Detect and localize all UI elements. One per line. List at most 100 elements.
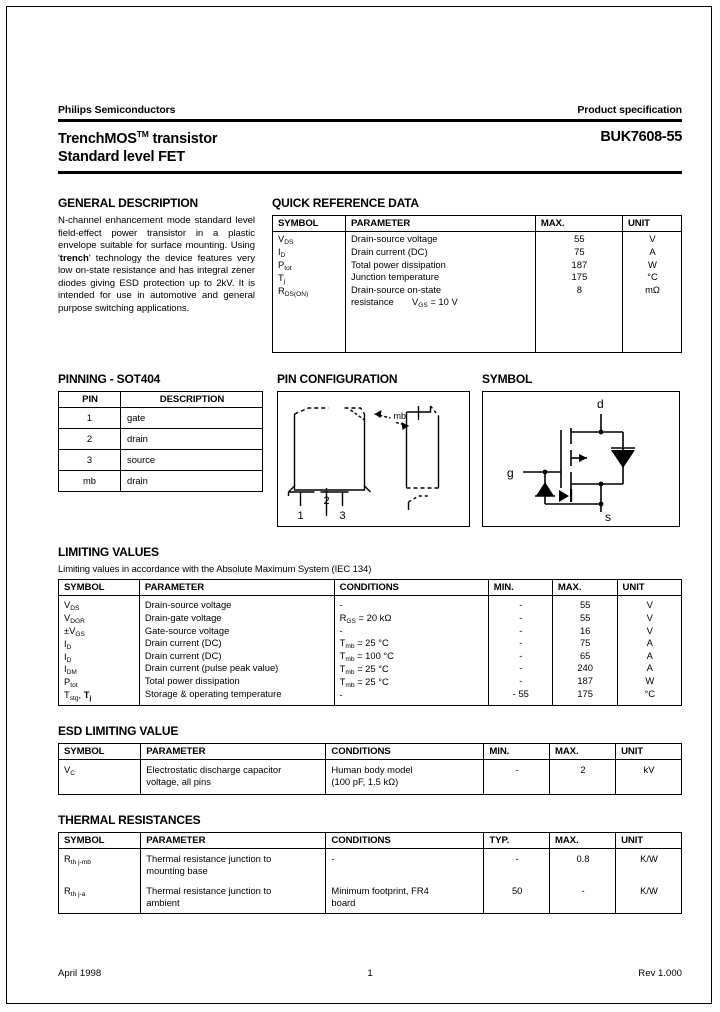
symbol-vds: VDS [278, 233, 294, 247]
lv-cond-rgs: RGS = 20 kΩ [339, 612, 392, 625]
col-max: MAX. [534, 215, 623, 233]
qrd-symbol-stack: VDS ID Ptot Tj RDS(ON) [278, 233, 341, 297]
sub-th-j-a: th j-a [70, 890, 86, 898]
lv-param: Total power dissipation [144, 674, 240, 686]
lv-min: - [519, 662, 523, 674]
lv-min: - [519, 649, 523, 661]
col-max: MAX. [551, 579, 618, 597]
col-pin: PIN [58, 391, 121, 409]
lv-max-stack: 55 55 16 75 65 240 187 175 [558, 599, 613, 700]
package-right-lead-dash [408, 495, 431, 504]
lv-unit-cell: V V V A A A W °C [616, 595, 683, 706]
lv-unit: V [646, 624, 653, 636]
general-description-heading: GENERAL DESCRIPTION [58, 196, 198, 211]
gd-text-pre: N-channel enhancement mode standard leve… [58, 215, 255, 264]
sub-gs: GS [418, 302, 428, 310]
drain-node-dot [598, 430, 604, 435]
th-unit-cell: K/W [615, 880, 682, 914]
page-footer: April 1998 1 Rev 1.000 [58, 968, 682, 979]
sub-dm: DM [66, 669, 77, 677]
sub-d: D [66, 643, 72, 651]
col-unit: UNIT [615, 742, 682, 760]
esd-parameter-cell: Electrostatic discharge capacitor voltag… [140, 758, 327, 795]
qrd-unit-stack: V A W °C mΩ [628, 233, 677, 296]
max-ptot: 187 [571, 258, 588, 270]
pin-3-label: 3 [340, 510, 346, 522]
lv-min: - [519, 637, 523, 649]
sub-gs: GS [75, 631, 85, 639]
arrowhead-left [374, 410, 382, 419]
header-rule-top [58, 119, 682, 122]
pin-configuration-section: PIN CONFIGURATION [277, 372, 470, 528]
qrd-unit-cell: V A W °C mΩ [621, 231, 683, 354]
lv-conditions-stack: - RGS = 20 kΩ - Tmb = 25 °C Tmb = 100 °C… [340, 599, 484, 701]
pin-configuration-figure: mb 1 2 3 [277, 391, 470, 528]
esd-unit-cell: kV [615, 758, 682, 795]
sub-mb: mb [345, 681, 355, 689]
col-symbol: SYMBOL [57, 742, 142, 760]
th-cond-line2: board [331, 896, 356, 908]
esd-limiting-value-section: ESD LIMITING VALUE SYMBOL PARAMETER COND… [57, 723, 682, 795]
lv-unit-stack: V V V A A A W °C [623, 599, 677, 700]
col-description: DESCRIPTION [120, 391, 263, 409]
esd-diode-bar [570, 489, 573, 503]
source-label: s [605, 510, 611, 524]
esd-heading: ESD LIMITING VALUE [58, 723, 179, 738]
symbol-figure: d g s [482, 391, 680, 528]
lv-min: - [519, 674, 523, 686]
esd-symbol-cell: VC [57, 758, 142, 795]
lv-param: Drain-source voltage [144, 599, 232, 611]
symbol-id: ID [278, 246, 286, 260]
symbol-vgs: ±VGS [64, 625, 85, 639]
page-border [6, 6, 712, 1004]
th-param-line1: Thermal resistance junction to [146, 884, 272, 896]
th-param-line2: ambient [146, 896, 180, 908]
esd-param-line2: voltage, all pins [146, 775, 211, 787]
unit-rdson: mΩ [645, 283, 660, 295]
symbol-id-1: ID [64, 637, 72, 651]
sub-mb: mb [345, 669, 355, 677]
max-tj: 175 [571, 271, 588, 283]
lv-symbol-stack: VDS VDGR ±VGS ID ID IDM Ptot Tstg, Tj [64, 599, 135, 702]
limiting-values-section: LIMITING VALUES Limiting values in accor… [58, 545, 683, 706]
param-junction-temp: Junction temperature [351, 271, 440, 283]
general-description-section: GENERAL DESCRIPTION N-channel enhancemen… [58, 196, 255, 353]
mb-label: mb [394, 411, 407, 421]
mb-pointer-left [350, 409, 365, 421]
package-body-left [293, 414, 366, 492]
quick-reference-heading: QUICK REFERENCE DATA [272, 196, 419, 211]
sub-mb: mb [345, 656, 355, 664]
thermal-resistances-table: SYMBOL PARAMETER CONDITIONS TYP. MAX. UN… [57, 831, 682, 914]
col-typ: TYP. [483, 831, 550, 849]
lv-max: 55 [579, 599, 591, 611]
general-description-body: N-channel enhancement mode standard leve… [58, 215, 255, 315]
sub-th-j-mb: th j-mb [70, 858, 91, 866]
company-name: Philips Semiconductors [58, 104, 176, 116]
qrd-parameter-stack: Drain-source voltage Drain current (DC) … [351, 233, 531, 309]
description-and-quickref-row: GENERAL DESCRIPTION N-channel enhancemen… [58, 196, 683, 354]
table-row: Rth j-a Thermal resistance junction to a… [57, 880, 682, 914]
lv-cond-dash: - [339, 688, 343, 700]
sub-ds: DS [284, 239, 294, 247]
pin-number: 1 [58, 407, 121, 429]
col-max: MAX. [548, 831, 617, 849]
param-on-state-resistance: Drain-source on-state [351, 283, 442, 295]
table-row: 3 source [58, 449, 263, 471]
lv-unit: A [646, 637, 653, 649]
sub-d: D [280, 252, 286, 260]
lv-max: 75 [579, 637, 591, 649]
sub-ds: DS [70, 605, 80, 613]
package-right-top [406, 406, 432, 414]
thermal-resistances-section: THERMAL RESISTANCES SYMBOL PARAMETER CON… [57, 813, 682, 914]
col-unit: UNIT [616, 579, 683, 597]
sub-gs: GS [346, 617, 356, 625]
gate-zener-triangle [536, 482, 554, 497]
table-row: Rth j-mb Thermal resistance junction to … [57, 847, 682, 881]
lv-parameter-cell: Drain-source voltage Drain-gate voltage … [138, 595, 335, 706]
pinning-heading: PINNING - SOT404 [58, 372, 161, 387]
lead-shoulder-right [364, 485, 371, 493]
gate-label: g [507, 466, 514, 480]
lv-conditions-cell: - RGS = 20 kΩ - Tmb = 25 °C Tmb = 100 °C… [333, 595, 489, 706]
col-parameter: PARAMETER [138, 579, 335, 597]
qrd-symbols-cell: VDS ID Ptot Tj RDS(ON) [272, 231, 346, 354]
